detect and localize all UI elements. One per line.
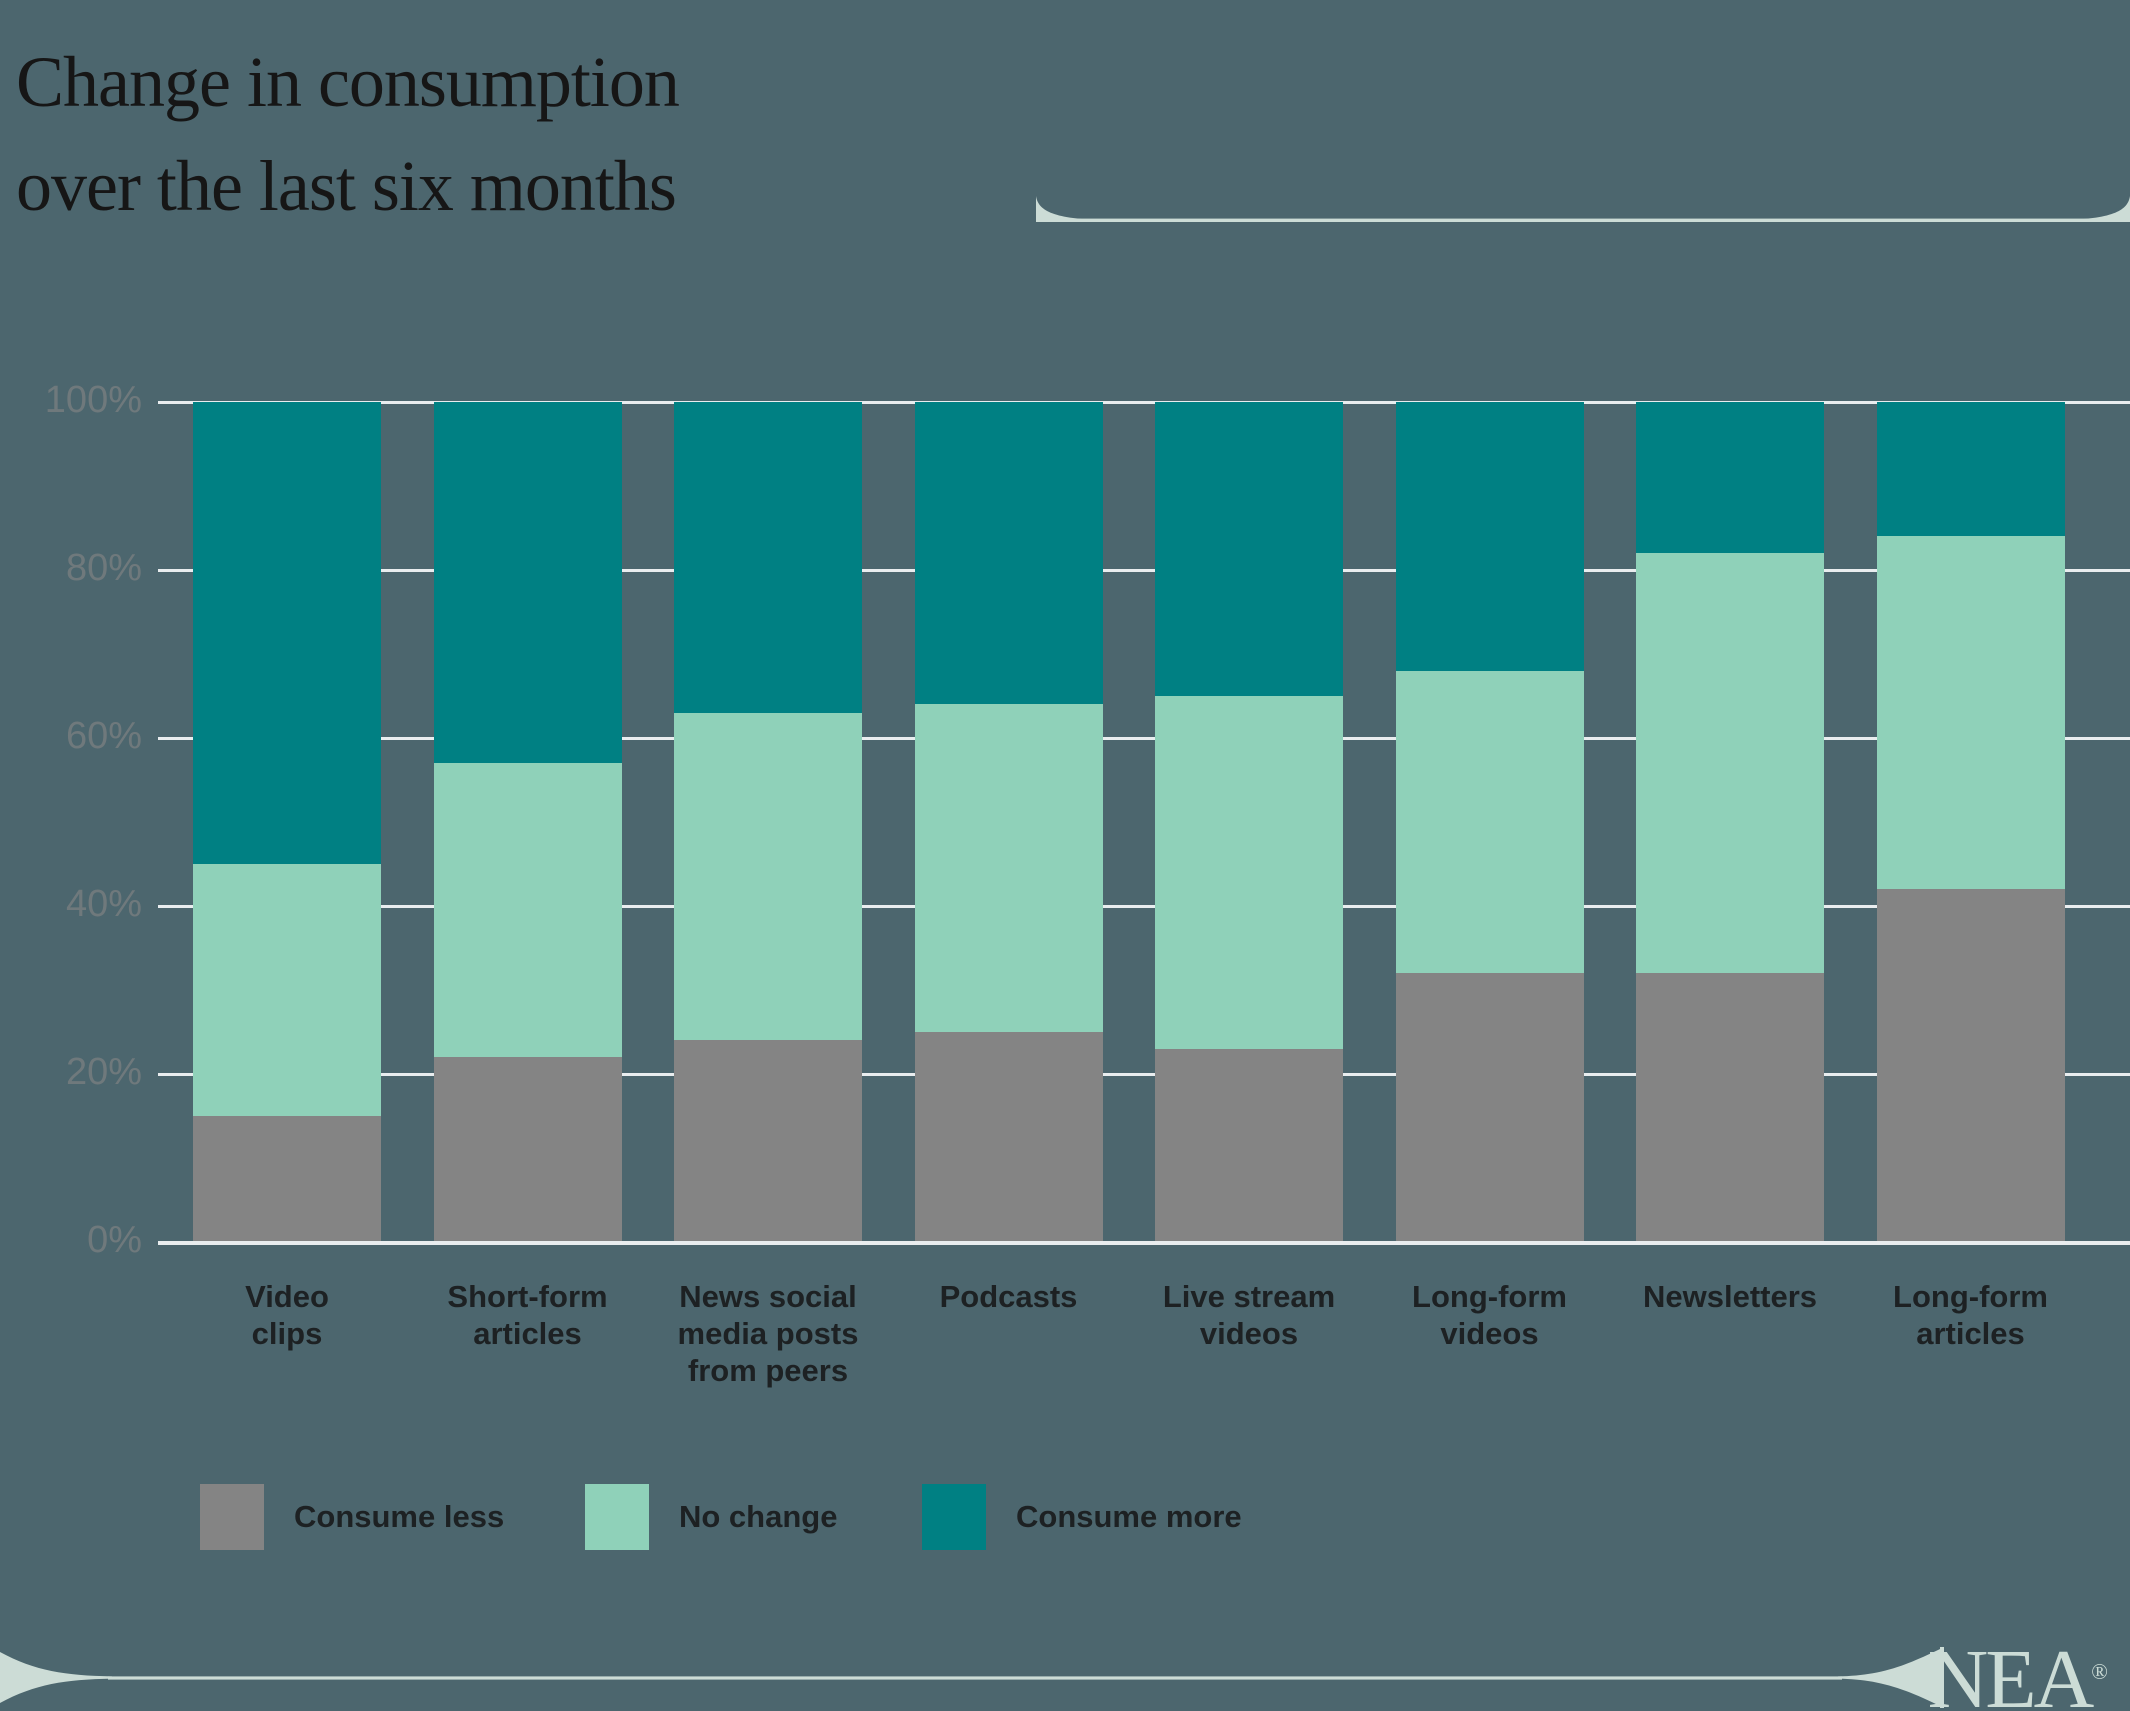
gridline-40 bbox=[158, 904, 2130, 908]
segment-consume-more bbox=[1876, 402, 2065, 537]
segment-consume-more bbox=[914, 402, 1103, 705]
x-label-4: Podcasts bbox=[939, 1279, 1078, 1314]
y-tick-label-20: 20% bbox=[65, 1050, 142, 1093]
segment-no-change bbox=[1395, 670, 1584, 974]
nea-logo: NEA® bbox=[1928, 1638, 2108, 1711]
segment-consume-less bbox=[1876, 889, 2065, 1242]
segment-consume-more bbox=[674, 402, 862, 713]
left-bell bbox=[0, 1652, 112, 1703]
y-tick-label-0: 0% bbox=[87, 1218, 142, 1261]
top-decorative-rule bbox=[1036, 196, 2130, 222]
x-label-2: Short-form articles bbox=[447, 1279, 608, 1351]
segment-consume-less bbox=[1155, 1048, 1343, 1242]
x-label-8: Long-form articles bbox=[1893, 1279, 2048, 1351]
legend-label-consume-less: Consume less bbox=[294, 1499, 505, 1534]
segment-consume-less bbox=[433, 1057, 622, 1242]
legend-swatch-consume-more bbox=[922, 1484, 986, 1550]
y-tick-label-60: 60% bbox=[65, 714, 142, 757]
x-label-1: Video clips bbox=[245, 1279, 329, 1351]
gridline-100 bbox=[158, 400, 2130, 404]
chart-title: Change in consumption over the last six … bbox=[16, 42, 680, 226]
x-label-6: Long-form videos bbox=[1412, 1279, 1567, 1351]
gridline-0 bbox=[158, 1240, 2130, 1245]
segment-consume-less bbox=[193, 1116, 381, 1242]
segment-no-change bbox=[914, 704, 1103, 1032]
segment-no-change bbox=[1636, 553, 1824, 974]
segment-no-change bbox=[1876, 536, 2065, 890]
segment-consume-more bbox=[1636, 402, 1824, 554]
plot-area: 0% 20% 40% 60% 80% 100% bbox=[0, 379, 2130, 1261]
legend-swatch-consume-less bbox=[200, 1484, 264, 1550]
segment-consume-more bbox=[193, 402, 381, 864]
x-label-3: News social media posts from peers bbox=[677, 1279, 859, 1388]
gridline-80 bbox=[158, 568, 2130, 572]
nea-logo-text: NEA bbox=[1927, 1633, 2095, 1711]
segment-no-change bbox=[1155, 696, 1343, 1049]
legend-label-no-change: No change bbox=[679, 1499, 838, 1534]
segment-consume-less bbox=[674, 1040, 862, 1242]
bar-livestream-videos bbox=[1155, 402, 1343, 1242]
segment-no-change bbox=[674, 712, 862, 1041]
bar-newssocial-mediaposts-frompeers bbox=[674, 402, 862, 1242]
segment-no-change bbox=[433, 763, 622, 1058]
segment-consume-more bbox=[1395, 402, 1584, 671]
y-tick-label-40: 40% bbox=[65, 882, 142, 925]
bottom-decorative-rule bbox=[0, 1647, 1944, 1708]
right-bell bbox=[1838, 1647, 1944, 1708]
right-flare bbox=[2066, 196, 2130, 220]
bar-video-clips bbox=[193, 402, 381, 1242]
left-flare bbox=[1036, 196, 1100, 220]
gridline-60 bbox=[158, 736, 2130, 740]
y-tick-label-80: 80% bbox=[65, 546, 142, 589]
y-tick-label-100: 100% bbox=[44, 378, 142, 421]
legend-label-consume-more: Consume more bbox=[1016, 1499, 1242, 1534]
segment-consume-less bbox=[1636, 973, 1824, 1242]
segment-consume-less bbox=[914, 1032, 1103, 1242]
segment-consume-less bbox=[1395, 973, 1584, 1242]
bar-newsletters bbox=[1636, 402, 1824, 1242]
gridline-20 bbox=[158, 1072, 2130, 1076]
x-label-5: Live stream videos bbox=[1162, 1279, 1336, 1351]
segment-consume-more bbox=[1155, 402, 1343, 697]
bar-podcasts bbox=[914, 402, 1103, 1242]
bar-short-form-articles bbox=[433, 402, 622, 1242]
legend-swatch-no-change bbox=[585, 1484, 649, 1550]
segment-consume-more bbox=[433, 402, 622, 764]
bar-long-form-articles bbox=[1876, 402, 2065, 1242]
segment-no-change bbox=[193, 864, 381, 1116]
bar-long-form-videos bbox=[1395, 402, 1584, 1242]
x-label-7: Newsletters bbox=[1642, 1279, 1818, 1314]
registered-mark-icon: ® bbox=[2091, 1659, 2108, 1684]
